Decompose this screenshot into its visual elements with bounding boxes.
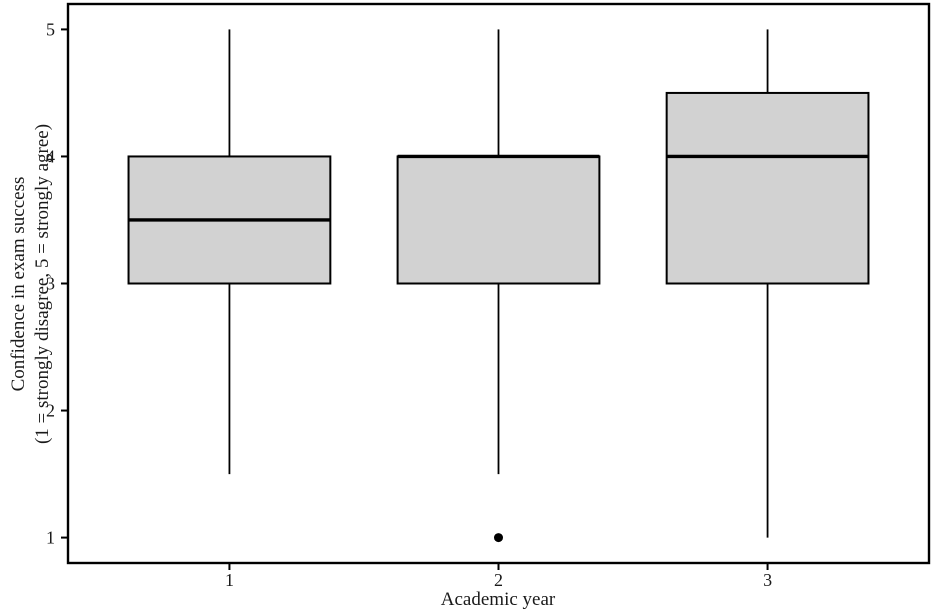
box-year-3 [665, 91, 870, 285]
x-tick-label: 2 [494, 570, 503, 590]
y-tick-label: 3 [46, 274, 55, 294]
outlier-point [494, 533, 503, 543]
x-tick-label: 3 [763, 570, 772, 590]
y-tick-label: 1 [46, 528, 55, 548]
box-year-2 [396, 155, 601, 285]
y-axis-title-line2: (1 = strongly disagree, 5 = strongly agr… [32, 123, 53, 445]
y-tick-label: 4 [46, 146, 55, 166]
y-tick-label: 5 [46, 19, 55, 39]
y-tick-label: 2 [46, 401, 55, 421]
x-tick-label: 1 [225, 570, 234, 590]
y-axis-title-line1: Confidence in exam success [8, 176, 29, 392]
y-axis-title: Confidence in exam success (1 = strongly… [7, 124, 55, 444]
x-axis-title: Academic year [440, 589, 556, 610]
